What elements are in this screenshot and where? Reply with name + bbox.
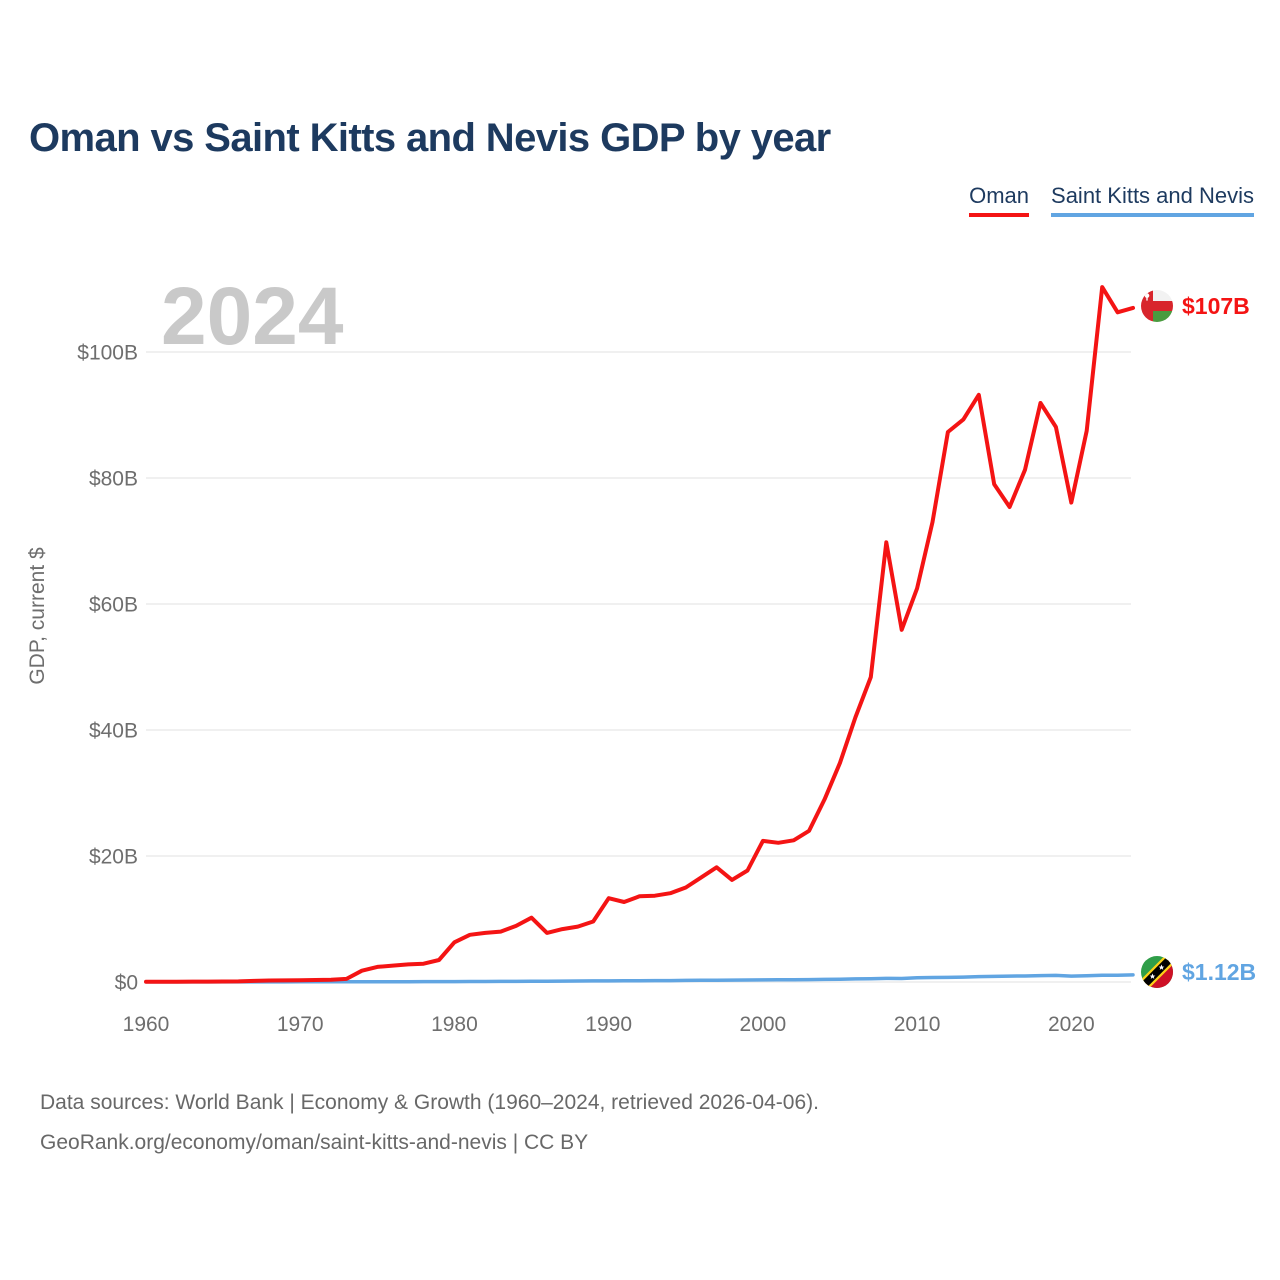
legend: Oman Saint Kitts and Nevis	[969, 183, 1254, 217]
oman-flag-icon	[1141, 290, 1173, 322]
y-tick-label: $40B	[89, 720, 138, 743]
watermark-year: 2024	[161, 271, 344, 362]
series-line-oman[interactable]	[144, 285, 1135, 984]
series-end-value-saint-kitts-and-nevis: $1.12B	[1182, 958, 1257, 985]
series-end-value-oman: $107B	[1182, 292, 1250, 319]
x-tick-label: 1960	[123, 1013, 170, 1036]
series-end-label-saint-kitts-and-nevis: $1.12B	[1141, 956, 1256, 988]
x-tick-label: 2020	[1048, 1013, 1095, 1036]
footer-data-sources: Data sources: World Bank | Economy & Gro…	[40, 1091, 819, 1114]
legend-item-saint-kitts-and-nevis[interactable]: Saint Kitts and Nevis	[1051, 183, 1254, 217]
footer-attribution-url: GeoRank.org/economy/oman/saint-kitts-and…	[40, 1131, 589, 1154]
saint-kitts-and-nevis-flag-icon	[1141, 956, 1173, 988]
y-tick-label: $20B	[89, 846, 138, 869]
page-title: Oman vs Saint Kitts and Nevis GDP by yea…	[29, 116, 831, 160]
y-tick-label: $0	[115, 972, 138, 995]
x-tick-label: 1980	[431, 1013, 478, 1036]
series-end-label-oman: $107B	[1141, 290, 1250, 322]
legend-item-oman[interactable]: Oman	[969, 183, 1030, 217]
y-axis-title: GDP, current $	[26, 547, 49, 685]
y-tick-label: $80B	[89, 468, 138, 491]
x-tick-label: 2010	[894, 1013, 941, 1036]
y-tick-label: $60B	[89, 594, 138, 617]
x-tick-label: 2000	[740, 1013, 787, 1036]
x-tick-label: 1990	[585, 1013, 632, 1036]
y-tick-label: $100B	[77, 342, 138, 365]
x-tick-label: 1970	[277, 1013, 324, 1036]
footer: Data sources: World Bank | Economy & Gro…	[40, 1083, 819, 1163]
